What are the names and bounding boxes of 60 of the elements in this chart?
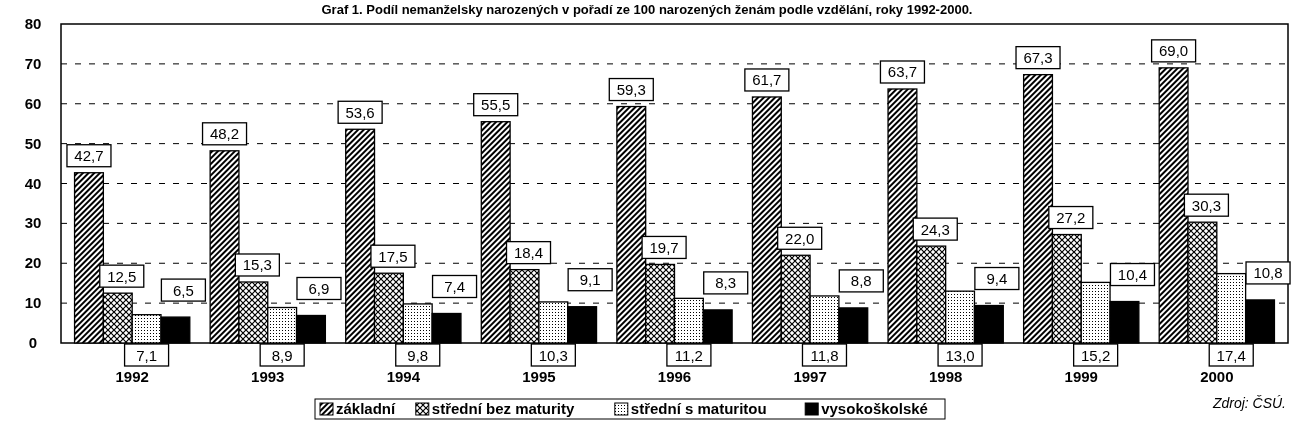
x-tick-label: 1994 xyxy=(386,368,421,385)
data-label: 7,4 xyxy=(444,277,465,295)
data-label: 67,3 xyxy=(1023,49,1053,67)
data-label: 12,5 xyxy=(107,267,137,285)
data-label: 11,8 xyxy=(810,346,839,364)
x-tick-label: 1999 xyxy=(1064,368,1098,385)
data-label: 8,8 xyxy=(850,272,872,290)
data-label: 27,2 xyxy=(1056,209,1086,227)
data-label: 63,7 xyxy=(887,63,918,81)
data-label: 42,7 xyxy=(74,147,104,165)
legend-label: střední s maturitou xyxy=(630,400,767,417)
data-label: 55,5 xyxy=(481,96,511,114)
y-tick-label: 10 xyxy=(24,294,42,312)
data-label: 11,2 xyxy=(674,346,703,364)
legend-label: základní xyxy=(336,400,397,417)
y-tick-label: 80 xyxy=(24,15,42,32)
data-label: 18,4 xyxy=(513,244,544,262)
data-label: 9,1 xyxy=(579,271,601,289)
x-tick-label: 1993 xyxy=(251,368,285,385)
y-tick-label: 50 xyxy=(24,134,42,152)
data-label: 10,4 xyxy=(1117,266,1148,284)
data-label: 9,8 xyxy=(407,346,429,364)
y-tick-label: 30 xyxy=(24,214,42,232)
data-label: 7,1 xyxy=(136,346,158,364)
y-tick-label: 0 xyxy=(28,334,38,351)
data-label: 8,9 xyxy=(271,346,293,364)
chart-title: Graf 1. Podíl nemanželsky narozených v pořadí ze 100 narozených ženám podle vzdělání, roky 1992-2000. xyxy=(321,2,973,17)
data-label: 61,7 xyxy=(752,71,782,89)
data-label: 10,3 xyxy=(538,346,568,364)
data-label: 13,0 xyxy=(945,346,975,364)
data-label: 48,2 xyxy=(209,125,240,143)
data-label: 17,4 xyxy=(1216,346,1246,364)
data-label: 69,0 xyxy=(1159,42,1189,60)
data-label: 24,3 xyxy=(920,220,950,238)
legend-label: střední bez maturity xyxy=(431,400,575,417)
x-tick-label: 1995 xyxy=(522,368,556,385)
x-tick-label: 1997 xyxy=(793,368,827,385)
data-label: 22,0 xyxy=(785,229,815,247)
y-tick-label: 60 xyxy=(24,94,42,112)
data-label: 10,8 xyxy=(1253,264,1283,282)
x-tick-label: 1992 xyxy=(115,368,149,385)
data-label: 59,3 xyxy=(616,81,646,99)
text: Zdroj: ČSÚ. xyxy=(1211,395,1286,411)
data-label: 19,7 xyxy=(649,238,679,256)
x-tick-label: 1996 xyxy=(657,368,692,385)
data-label: 15,2 xyxy=(1081,346,1111,364)
data-label: 6,5 xyxy=(172,281,194,299)
data-label: 6,9 xyxy=(308,279,330,297)
y-tick-label: 40 xyxy=(24,174,42,192)
legend-label: vysokoškolské xyxy=(821,400,928,417)
data-label: 15,3 xyxy=(242,256,272,274)
y-tick-label: 70 xyxy=(24,54,42,72)
data-label: 53,6 xyxy=(345,103,375,121)
data-label: 9,4 xyxy=(986,270,1008,288)
data-label: 17,5 xyxy=(378,247,408,265)
x-tick-label: 2000 xyxy=(1200,368,1234,385)
data-label: 8,3 xyxy=(715,274,737,292)
data-label: 30,3 xyxy=(1191,196,1222,214)
y-tick-label: 20 xyxy=(24,254,42,272)
x-tick-label: 1998 xyxy=(928,368,963,385)
